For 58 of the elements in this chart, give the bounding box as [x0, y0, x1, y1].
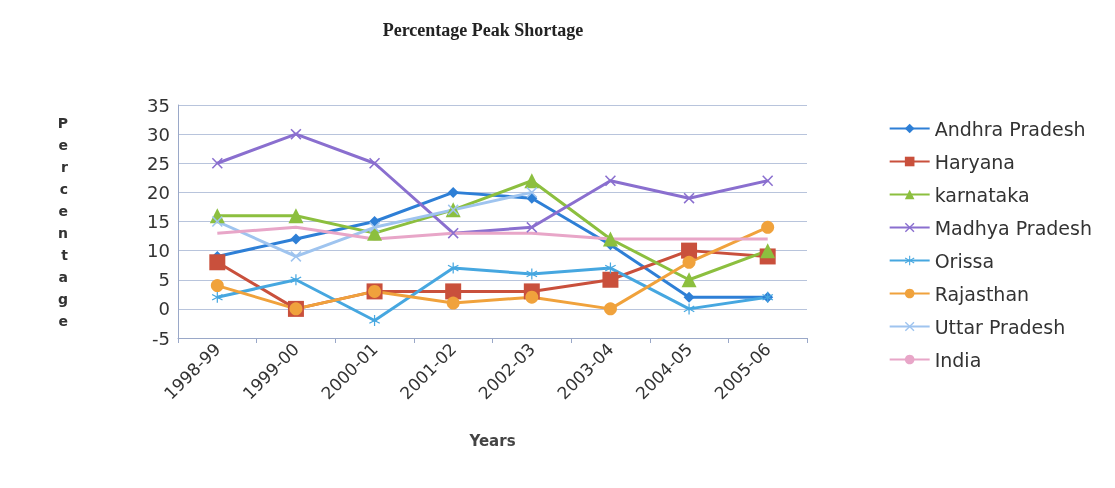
legend-label: Orissa	[934, 249, 995, 272]
point	[369, 157, 381, 169]
point	[447, 227, 459, 239]
y-tick-label: 5	[158, 269, 170, 291]
text: Percentage	[57, 114, 68, 329]
point	[602, 271, 619, 288]
point	[290, 128, 302, 140]
legend-label: India	[934, 348, 982, 371]
point	[447, 262, 459, 274]
point	[524, 173, 540, 189]
point	[683, 303, 695, 315]
point	[761, 220, 775, 234]
point	[445, 283, 462, 300]
point	[760, 243, 776, 259]
point	[290, 274, 302, 286]
legend-label: Andhra Pradesh	[934, 117, 1086, 140]
chart-title: Percentage Peak Shortage	[382, 20, 584, 40]
y-tick-label: -5	[152, 327, 170, 349]
y-tick-label: 15	[147, 211, 170, 232]
point	[211, 157, 223, 169]
point	[603, 302, 617, 316]
point	[681, 272, 697, 288]
point	[211, 291, 223, 303]
point	[525, 290, 539, 304]
x-axis-title: Years	[468, 431, 516, 450]
y-tick-label: 30	[147, 123, 170, 145]
point	[210, 279, 224, 293]
point	[446, 296, 460, 310]
point	[682, 255, 696, 269]
point	[290, 233, 302, 245]
point	[602, 231, 618, 247]
point	[762, 175, 774, 187]
point	[447, 186, 459, 198]
point	[369, 315, 381, 327]
point	[288, 208, 304, 224]
point	[681, 242, 698, 259]
point	[290, 250, 302, 262]
y-tick-label: 25	[147, 152, 170, 174]
point	[683, 192, 695, 204]
point	[211, 216, 223, 227]
legend-label: Uttar Pradesh	[934, 315, 1066, 338]
legend-label: Madhya Pradesh	[934, 216, 1093, 239]
point	[367, 225, 383, 241]
legend-label: Rajasthan	[934, 282, 1030, 305]
point	[604, 262, 616, 274]
y-tick-label: 0	[158, 298, 170, 320]
y-tick-label: 10	[147, 240, 170, 262]
point	[369, 221, 381, 233]
point	[209, 254, 226, 271]
point	[683, 291, 695, 303]
point	[526, 268, 538, 280]
point	[604, 175, 616, 187]
y-tick-label: 35	[147, 94, 170, 116]
point	[526, 221, 538, 233]
point	[526, 186, 538, 198]
y-tick-label: 20	[147, 181, 170, 203]
legend-label: karnataka	[934, 183, 1030, 206]
legend-label: Haryana	[934, 150, 1015, 173]
